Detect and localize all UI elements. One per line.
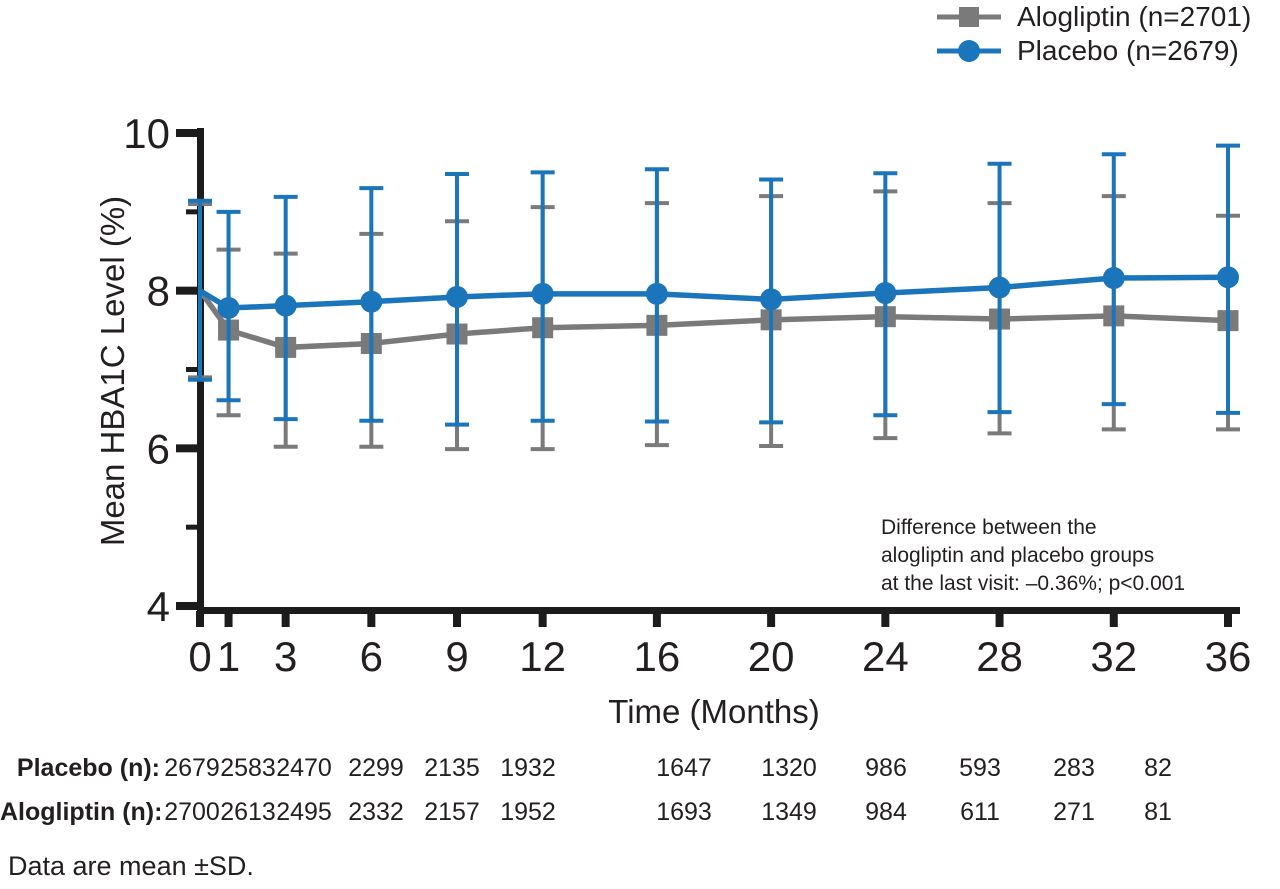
- y-minor-tick: [186, 209, 200, 215]
- x-tick-label: 28: [976, 633, 1023, 680]
- circle-data-marker: [531, 282, 554, 305]
- x-tick-label: 36: [1205, 633, 1252, 680]
- x-tick: [995, 611, 1004, 627]
- x-axis-line: [197, 607, 1240, 614]
- circle-data-marker: [645, 282, 668, 305]
- risk-count: 81: [1144, 798, 1172, 826]
- x-tick-label: 32: [1090, 633, 1137, 680]
- y-tick-label: 6: [147, 425, 170, 472]
- y-major-tick: [176, 286, 200, 295]
- x-tick: [652, 611, 661, 627]
- y-major-tick: [176, 129, 200, 137]
- x-axis-title: Time (Months): [608, 693, 820, 730]
- x-tick-label: 1: [217, 633, 240, 680]
- circle-data-marker: [988, 276, 1011, 299]
- risk-count: 2613: [220, 798, 276, 826]
- risk-row-label-alogliptin: Alogliptin (n):: [0, 798, 163, 826]
- y-minor-tick: [186, 367, 200, 372]
- risk-count: 611: [960, 798, 1000, 826]
- risk-count: 2679: [164, 754, 220, 782]
- x-tick: [1109, 611, 1118, 627]
- annotation-line-1: Difference between the: [881, 516, 1097, 539]
- risk-row-label-placebo: Placebo (n):: [16, 754, 160, 782]
- x-tick: [538, 611, 547, 627]
- chart-legend: Alogliptin (n=2701) Placebo (n=2679): [933, 0, 1251, 68]
- x-tick-label: 6: [360, 633, 383, 680]
- legend-label-placebo: Placebo (n=2679): [1017, 35, 1239, 66]
- risk-count: 2299: [348, 754, 404, 782]
- legend-item-alogliptin: Alogliptin (n=2701): [933, 0, 1251, 34]
- x-tick: [453, 611, 461, 627]
- risk-count: 2700: [164, 798, 220, 826]
- risk-count: 2157: [424, 798, 480, 826]
- x-tick-label: 3: [274, 633, 297, 680]
- risk-count: 984: [865, 798, 907, 826]
- circle-data-marker: [274, 294, 297, 317]
- y-axis-title: Mean HBA1C Level (%): [94, 195, 131, 547]
- footnote: Data are mean ±SD.: [8, 851, 254, 881]
- circle-data-marker: [874, 282, 897, 305]
- risk-count: 82: [1144, 754, 1172, 782]
- circle-data-marker: [1217, 266, 1239, 289]
- x-tick-label: 16: [634, 633, 681, 680]
- series-line: [198, 274, 1229, 311]
- x-tick-label: 24: [862, 633, 909, 680]
- risk-count: 2495: [276, 798, 332, 826]
- x-tick: [224, 611, 233, 627]
- circle-data-marker: [446, 285, 468, 308]
- circle-marker-icon: [937, 40, 1001, 62]
- risk-count: 2332: [348, 798, 404, 826]
- x-tick-label: 0: [188, 633, 211, 680]
- risk-count: 2583: [220, 754, 276, 782]
- risk-count: 986: [865, 754, 907, 782]
- risk-count: 1932: [500, 754, 556, 782]
- circle-data-marker: [217, 297, 240, 320]
- y-minor-tick: [186, 524, 200, 530]
- annotation-line-2: alogliptin and placebo groups: [881, 544, 1155, 567]
- square-marker-icon: [937, 7, 1001, 27]
- risk-count: 2470: [276, 754, 332, 782]
- circle-data-marker: [760, 288, 783, 311]
- x-tick: [1224, 611, 1232, 627]
- risk-count: 1693: [656, 798, 712, 826]
- x-tick-label: 9: [445, 633, 468, 680]
- risk-count: 271: [1053, 798, 1095, 826]
- y-tick-label: 8: [147, 268, 170, 315]
- risk-count: 2135: [424, 754, 480, 782]
- difference-annotation: Difference between the alogliptin and pl…: [881, 514, 1185, 598]
- risk-row-values-alogliptin: 2700 2613 2495 2332 2157 1952 1693 1349 984 611 27…: [0, 797, 1280, 829]
- risk-row-values-placebo: 2679 2583 2470 2299 2135 1932 1647 1320 986 593 28…: [0, 753, 1280, 785]
- x-tick: [881, 611, 890, 627]
- y-tick-label: 10: [123, 110, 170, 157]
- risk-count: 593: [959, 754, 1001, 782]
- y-major-tick: [176, 444, 200, 453]
- risk-count: 1349: [761, 798, 817, 826]
- risk-count: 1952: [500, 798, 556, 826]
- risk-count: 283: [1053, 754, 1095, 782]
- annotation-line-3: at the last visit: –0.36%; p<0.001: [881, 572, 1186, 595]
- legend-label-alogliptin: Alogliptin (n=2701): [1017, 1, 1252, 32]
- y-major-tick: [176, 602, 200, 610]
- risk-count: 1647: [656, 754, 712, 782]
- y-tick-label: 4: [147, 583, 170, 630]
- x-tick: [767, 611, 776, 627]
- x-tick: [367, 611, 376, 627]
- x-tick: [196, 611, 204, 627]
- risk-count: 1320: [761, 754, 817, 782]
- x-tick-label: 20: [748, 633, 795, 680]
- circle-data-marker: [1102, 267, 1125, 290]
- x-tick: [281, 611, 290, 627]
- x-tick-label: 12: [519, 633, 566, 680]
- circle-data-marker: [360, 290, 383, 313]
- legend-item-placebo: Placebo (n=2679): [933, 34, 1251, 68]
